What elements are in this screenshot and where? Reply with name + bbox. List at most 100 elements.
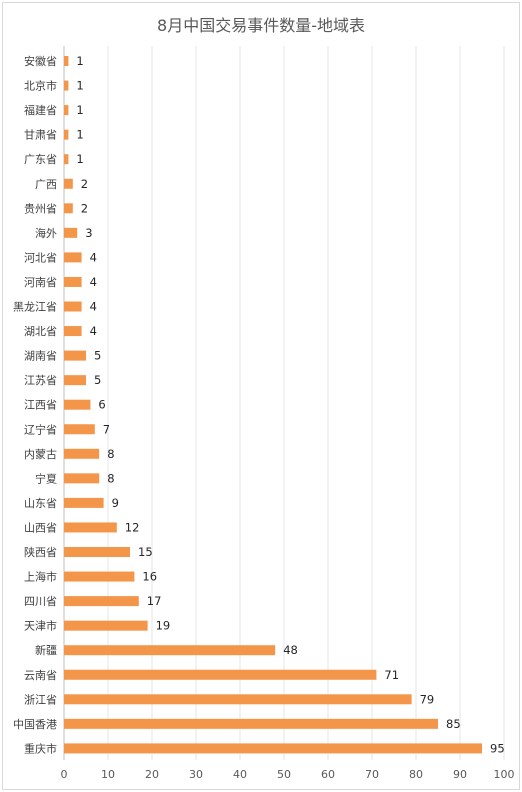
category-label: 宁夏	[35, 471, 57, 485]
category-label: 山东省	[24, 497, 57, 510]
bar	[64, 473, 100, 484]
data-label: 1	[76, 152, 83, 166]
x-tick-label: 30	[189, 768, 203, 781]
category-label: 浙江省	[24, 693, 57, 706]
bar	[64, 80, 69, 91]
bar	[64, 105, 69, 116]
x-tick-label: 100	[494, 768, 515, 781]
data-label: 9	[112, 496, 119, 510]
data-label: 8	[107, 447, 114, 461]
data-label: 7	[103, 422, 110, 436]
category-label: 湖南省	[24, 350, 57, 363]
x-tick-label: 0	[61, 768, 68, 781]
x-tick-label: 60	[321, 768, 335, 781]
data-label: 85	[446, 717, 461, 731]
x-tick-label: 50	[277, 768, 291, 781]
bar	[64, 154, 69, 165]
data-label: 5	[94, 349, 101, 363]
data-label: 1	[76, 79, 83, 93]
data-label: 12	[125, 520, 140, 534]
bar	[64, 227, 78, 238]
x-tick-label: 70	[365, 768, 379, 781]
category-label: 海外	[35, 226, 57, 240]
category-label: 安徽省	[24, 54, 57, 68]
category-label: 甘肃省	[24, 129, 57, 142]
category-label: 北京市	[24, 79, 57, 93]
data-label: 2	[81, 201, 88, 215]
bar	[64, 252, 82, 263]
bar	[64, 522, 117, 533]
data-label: 1	[76, 128, 83, 142]
category-label: 内蒙古	[24, 447, 57, 461]
data-label: 15	[138, 545, 153, 559]
data-label: 4	[90, 275, 97, 289]
data-label: 79	[420, 692, 435, 706]
x-tick-label: 80	[409, 768, 423, 781]
category-label: 中国香港	[13, 718, 57, 731]
chart-title: 8月中国交易事件数量-地域表	[157, 16, 365, 35]
bar	[64, 56, 69, 66]
bar	[64, 399, 91, 410]
data-label: 4	[90, 250, 97, 264]
category-label: 天津市	[24, 619, 57, 633]
data-label: 5	[94, 373, 101, 387]
bar	[64, 326, 82, 337]
bar	[64, 620, 148, 631]
bar	[64, 743, 482, 754]
bar	[64, 276, 82, 287]
data-label: 19	[156, 619, 171, 633]
category-label: 河南省	[24, 276, 57, 289]
data-label: 95	[490, 741, 505, 755]
category-label: 广西	[35, 178, 57, 191]
bar	[64, 669, 377, 680]
bar	[64, 424, 95, 435]
bar	[64, 178, 73, 189]
category-label: 新疆	[35, 643, 57, 657]
bar	[64, 596, 139, 607]
category-label: 贵州省	[24, 202, 57, 215]
category-label: 四川省	[24, 595, 57, 608]
data-label: 71	[384, 668, 399, 682]
data-label: 48	[283, 643, 298, 657]
bar	[64, 547, 130, 557]
category-label: 福建省	[24, 103, 57, 117]
category-label: 山西省	[24, 521, 57, 534]
bar	[64, 129, 69, 140]
category-label: 江苏省	[24, 374, 57, 387]
category-label: 湖北省	[24, 325, 57, 338]
category-label: 江西省	[24, 399, 57, 412]
category-label: 黑龙江省	[13, 301, 57, 314]
category-label: 陕西省	[24, 545, 57, 559]
x-tick-label: 90	[453, 768, 467, 781]
data-label: 4	[90, 324, 97, 338]
category-label: 河北省	[24, 251, 57, 264]
bar	[64, 718, 438, 729]
category-label: 重庆市	[24, 741, 57, 755]
data-label: 1	[76, 54, 83, 68]
category-label: 辽宁省	[24, 422, 57, 436]
bar	[64, 694, 412, 705]
category-label: 广东省	[24, 153, 57, 166]
bar	[64, 571, 135, 582]
data-label: 1	[76, 103, 83, 117]
bar	[64, 448, 100, 459]
data-label: 6	[98, 398, 105, 412]
x-tick-label: 10	[101, 768, 115, 781]
data-label: 8	[107, 471, 114, 485]
bar	[64, 375, 86, 386]
bar	[64, 203, 73, 214]
bar	[64, 497, 104, 508]
x-tick-label: 20	[145, 768, 159, 781]
data-label: 16	[142, 570, 157, 584]
data-label: 4	[90, 300, 97, 314]
data-label: 2	[81, 177, 88, 191]
bar	[64, 301, 82, 312]
category-label: 上海市	[24, 570, 57, 584]
data-label: 3	[85, 226, 92, 240]
bar	[64, 645, 276, 656]
bar	[64, 350, 86, 361]
data-label: 17	[147, 594, 162, 608]
category-label: 云南省	[24, 669, 57, 682]
